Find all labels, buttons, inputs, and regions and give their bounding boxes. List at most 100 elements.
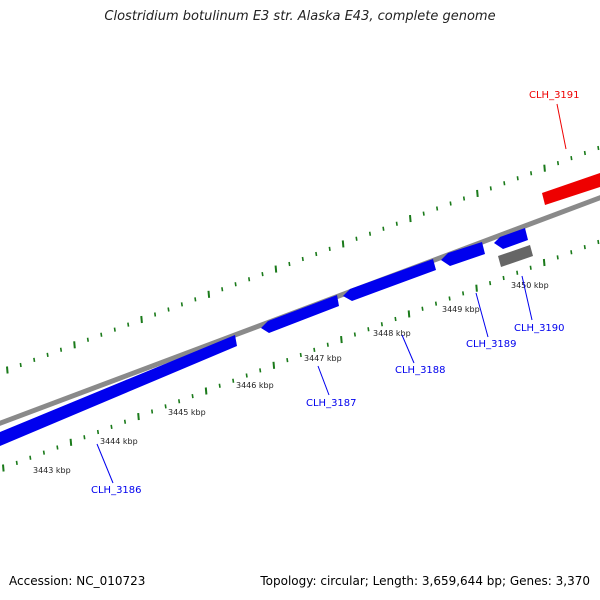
map-title: Clostridium botulinum E3 str. Alaska E43… <box>104 9 496 24</box>
scale-tick <box>421 306 424 311</box>
scale-tick <box>137 413 140 421</box>
scale-tick <box>180 302 183 307</box>
scale-tick <box>409 215 412 223</box>
gene-label-clh-3191: CLH_3191 <box>529 90 580 101</box>
scale-tick <box>83 435 86 440</box>
upper-dotted-ring <box>6 145 600 374</box>
gene-clh-3186-feature[interactable] <box>0 335 237 446</box>
gene-clh-3189-feature[interactable] <box>441 242 485 266</box>
gray-feature[interactable] <box>498 245 533 267</box>
scale-tick <box>583 150 586 156</box>
tick-label: 3445 kbp <box>168 408 206 417</box>
scale-tick <box>489 280 492 286</box>
scale-tick <box>529 265 532 270</box>
scale-tick <box>422 211 425 216</box>
scale-tick <box>245 373 248 378</box>
scale-tick <box>448 296 451 301</box>
gene-label-clh-3186: CLH_3186 <box>91 485 142 496</box>
scale-tick <box>556 255 559 260</box>
scale-tick <box>543 164 546 172</box>
scale-tick <box>15 460 18 466</box>
scale-tick <box>46 352 49 358</box>
scale-tick <box>407 310 411 318</box>
scale-tick <box>355 236 358 241</box>
scale-tick <box>56 445 59 450</box>
scale-tick <box>542 258 546 267</box>
tick-label: 3444 kbp <box>100 437 138 446</box>
gene-label-clh-3187: CLH_3187 <box>306 398 357 409</box>
scale-tick <box>164 404 167 409</box>
scale-tick <box>151 409 154 414</box>
scale-tick <box>19 362 22 368</box>
gene-clh-3187-feature[interactable] <box>261 295 339 333</box>
scale-tick <box>462 196 466 201</box>
scale-tick <box>436 206 439 211</box>
scale-tick <box>340 336 343 344</box>
scale-tick <box>100 332 103 337</box>
scale-tick <box>476 189 479 197</box>
tick-label: 3446 kbp <box>236 381 274 390</box>
scale-tick <box>382 226 385 231</box>
scale-tick <box>167 307 170 312</box>
scale-tick <box>530 171 533 176</box>
scale-tick <box>516 176 519 181</box>
scale-tick <box>123 419 127 424</box>
gene-clh-3190-feature[interactable] <box>494 228 528 249</box>
scale-tick <box>395 221 398 226</box>
tick-label: 3448 kbp <box>373 329 411 338</box>
scale-tick <box>328 246 331 252</box>
scale-tick <box>221 287 224 292</box>
scale-tick <box>73 341 76 349</box>
scale-tick <box>234 282 237 287</box>
scale-tick <box>59 347 63 352</box>
accession-text: Accession: NC_010723 <box>9 574 146 588</box>
tick-label: 3447 kbp <box>304 354 342 363</box>
scale-tick <box>516 270 519 275</box>
gene-clh-3188-feature[interactable] <box>343 259 436 301</box>
scale-tick <box>368 231 372 236</box>
scale-tick <box>301 256 304 262</box>
scale-tick <box>286 357 289 363</box>
scale-tick <box>570 250 573 255</box>
scale-tick <box>434 301 438 306</box>
scale-tick <box>288 261 291 267</box>
scale-tick <box>154 312 157 317</box>
scale-tick <box>69 438 73 446</box>
scale-tick <box>394 316 397 322</box>
scale-tick <box>570 155 573 161</box>
scale-tick <box>113 327 116 332</box>
leader-line <box>401 334 415 364</box>
scale-tick <box>597 145 600 151</box>
scale-tick <box>2 464 5 472</box>
scale-tick <box>315 251 318 257</box>
scale-tick <box>86 337 89 342</box>
leader-line <box>521 275 533 321</box>
scale-tick <box>29 455 32 460</box>
leader-line <box>317 365 330 396</box>
lower-dotted-ring <box>2 239 600 472</box>
scale-tick <box>204 387 208 395</box>
scale-tick <box>261 271 264 277</box>
tick-label: 3449 kbp <box>442 305 480 314</box>
scale-tick <box>274 265 278 273</box>
gene-clh-3191-feature[interactable] <box>542 173 600 205</box>
scale-tick <box>597 239 600 245</box>
scale-tick <box>248 277 251 282</box>
tick-label: 3443 kbp <box>33 466 71 475</box>
scale-tick <box>583 244 586 250</box>
scale-tick <box>475 284 478 292</box>
scale-tick <box>259 368 262 373</box>
scale-tick <box>140 315 143 324</box>
leader-line <box>96 443 114 484</box>
leader-line <box>475 292 489 338</box>
scale-tick <box>502 275 505 281</box>
scale-tick <box>353 332 356 337</box>
scale-tick <box>272 361 276 369</box>
scale-tick <box>556 160 560 166</box>
scale-tick <box>503 181 506 186</box>
genome-summary-text: Topology: circular; Length: 3,659,644 bp… <box>260 574 590 588</box>
scale-tick <box>207 290 211 298</box>
scale-tick <box>127 322 130 327</box>
scale-tick <box>341 240 345 248</box>
